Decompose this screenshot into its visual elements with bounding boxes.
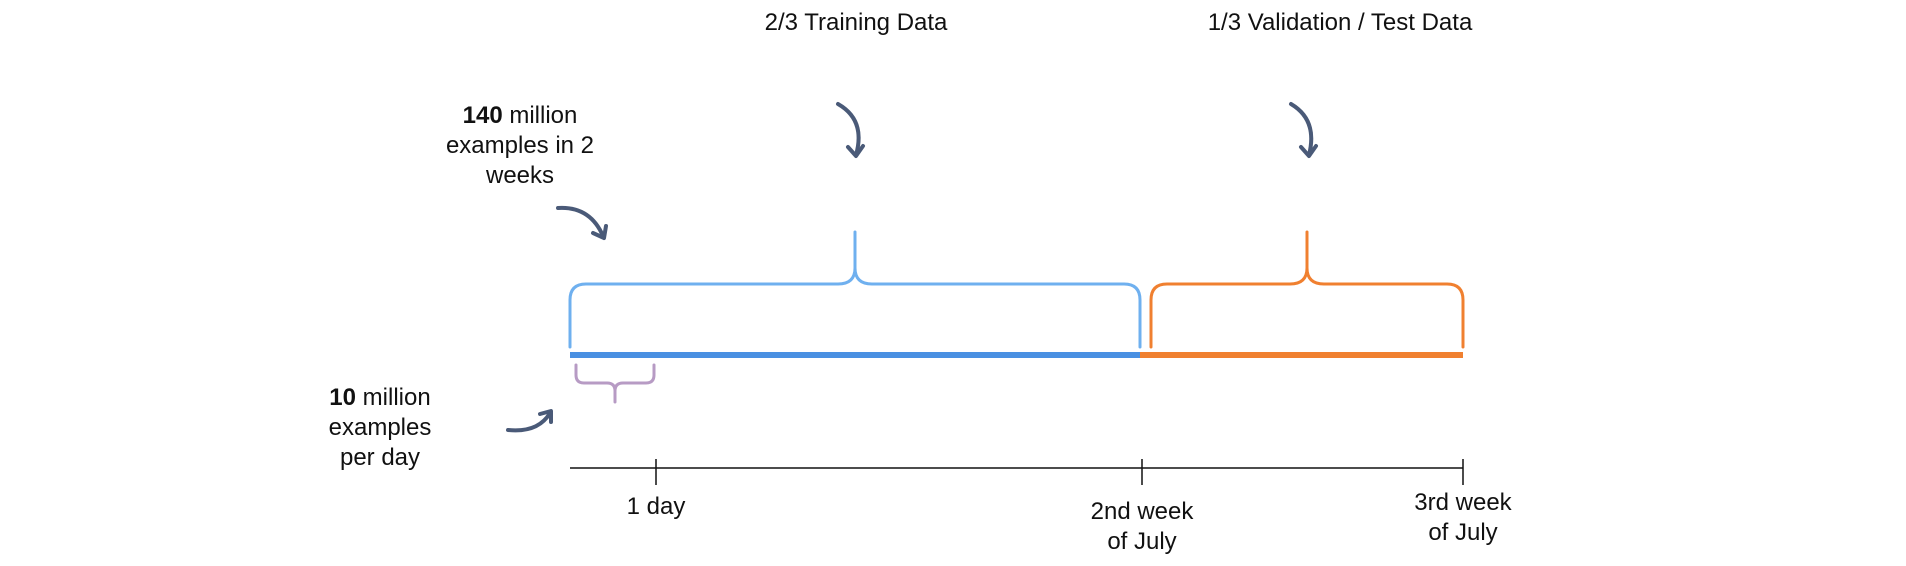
tick-label-1-day: 1 day [626,493,686,520]
arrow-to-day-brace [506,409,553,433]
training-brace [568,230,1142,349]
day-brace [574,363,656,404]
two-weeks-note: 140 million examples in 2 weeks [395,101,645,191]
tick-label-2nd-week-line2: of July [1107,528,1177,555]
per-day-note-line1: 10 million [280,383,480,413]
per-day-note-line2: examples [328,414,432,441]
tick-label-3rd-week-line1: 3rd week [1414,489,1512,516]
per-day-note-line3: per day [339,444,421,471]
tick-label-2nd-week-line1: 2nd week [1090,498,1194,525]
per-day-count: 10 [329,384,356,411]
training-header: 2/3 Training Data [764,9,948,36]
two-weeks-count: 140 [462,102,503,129]
validation-header: 1/3 Validation / Test Data [1207,9,1473,36]
two-weeks-note-line1: 140 million [395,101,645,131]
tick-label-3rd-week: 3rd week of July [1383,488,1543,548]
two-weeks-unit: million [502,102,578,129]
tick-label-2nd-week: 2nd week of July [1062,497,1222,557]
tick-label-3rd-week-line2: of July [1428,519,1498,546]
arrow-to-two-weeks [556,205,608,240]
validation-brace [1149,230,1465,349]
arrow-to-training-brace [836,102,865,158]
two-weeks-note-line3: weeks [485,162,555,189]
two-weeks-note-line2: examples in 2 [445,132,595,159]
per-day-note: 10 million examples per day [280,383,480,473]
arrow-to-validation-brace [1289,102,1318,158]
per-day-unit: million [356,384,431,411]
